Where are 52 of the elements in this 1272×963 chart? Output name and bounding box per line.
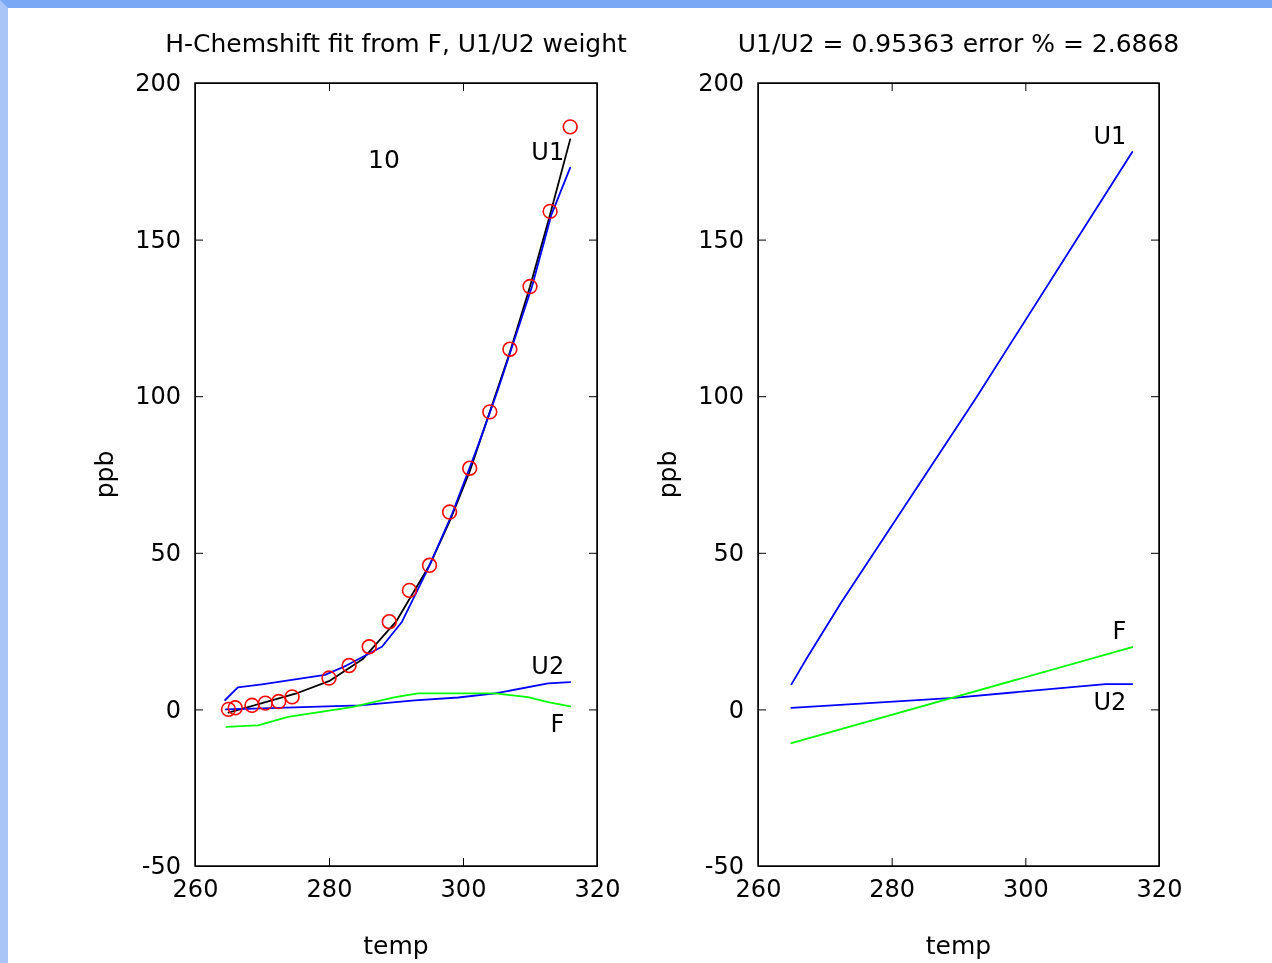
y-tick-label: 100 [698,382,744,411]
annotation: 10 [368,145,400,174]
point [482,404,498,420]
line-series [224,681,572,711]
point [361,639,377,655]
x-tick-label: 300 [1002,875,1049,904]
point [421,557,438,574]
chart-title: H-Chemshift fit from F, U1/U2 weight [165,29,628,58]
point [284,689,300,705]
point [341,657,357,674]
point [522,278,538,295]
y-tick-label: 150 [135,225,181,254]
x-axis-title: temp [925,931,992,960]
x-tick-label: 320 [574,875,621,904]
point [321,670,337,686]
series-label: U1 [531,137,565,166]
point [244,697,260,714]
point [381,614,398,630]
y-tick-label: 200 [135,69,181,98]
point [562,119,578,135]
point [257,695,274,711]
y-tick-label: 100 [135,382,181,411]
y-tick-label: 200 [698,69,744,98]
y-tick-label: 0 [728,695,744,724]
point [542,203,558,220]
point [227,700,243,716]
y-tick-label: 50 [150,538,181,567]
x-tick-label: 280 [306,875,353,904]
y-tick-label: 0 [165,695,181,724]
x-tick-label: 300 [440,875,487,904]
point [401,582,418,599]
y-tick-label: 150 [698,225,744,254]
series-label: U2 [1093,688,1127,717]
series-label: U2 [531,652,565,681]
x-tick-label: 320 [1136,875,1183,904]
x-tick-label: 260 [172,875,219,904]
series-label: F [550,710,565,739]
series-label: F [1112,617,1127,646]
y-axis-title: ppb [90,450,119,499]
y-axis-title: ppb [653,450,682,499]
chart-title: U1/U2 = 0.95363 error % = 2.6868 [737,29,1180,58]
line-series [790,151,1134,686]
point [502,341,518,357]
series-label: U1 [1093,121,1127,150]
point [220,701,237,718]
x-tick-label: 280 [869,875,916,904]
x-tick-label: 260 [735,875,782,904]
x-axis-title: temp [363,931,429,960]
point [461,460,478,476]
point [271,693,287,710]
y-tick-label: 50 [713,538,744,567]
point [441,504,458,520]
